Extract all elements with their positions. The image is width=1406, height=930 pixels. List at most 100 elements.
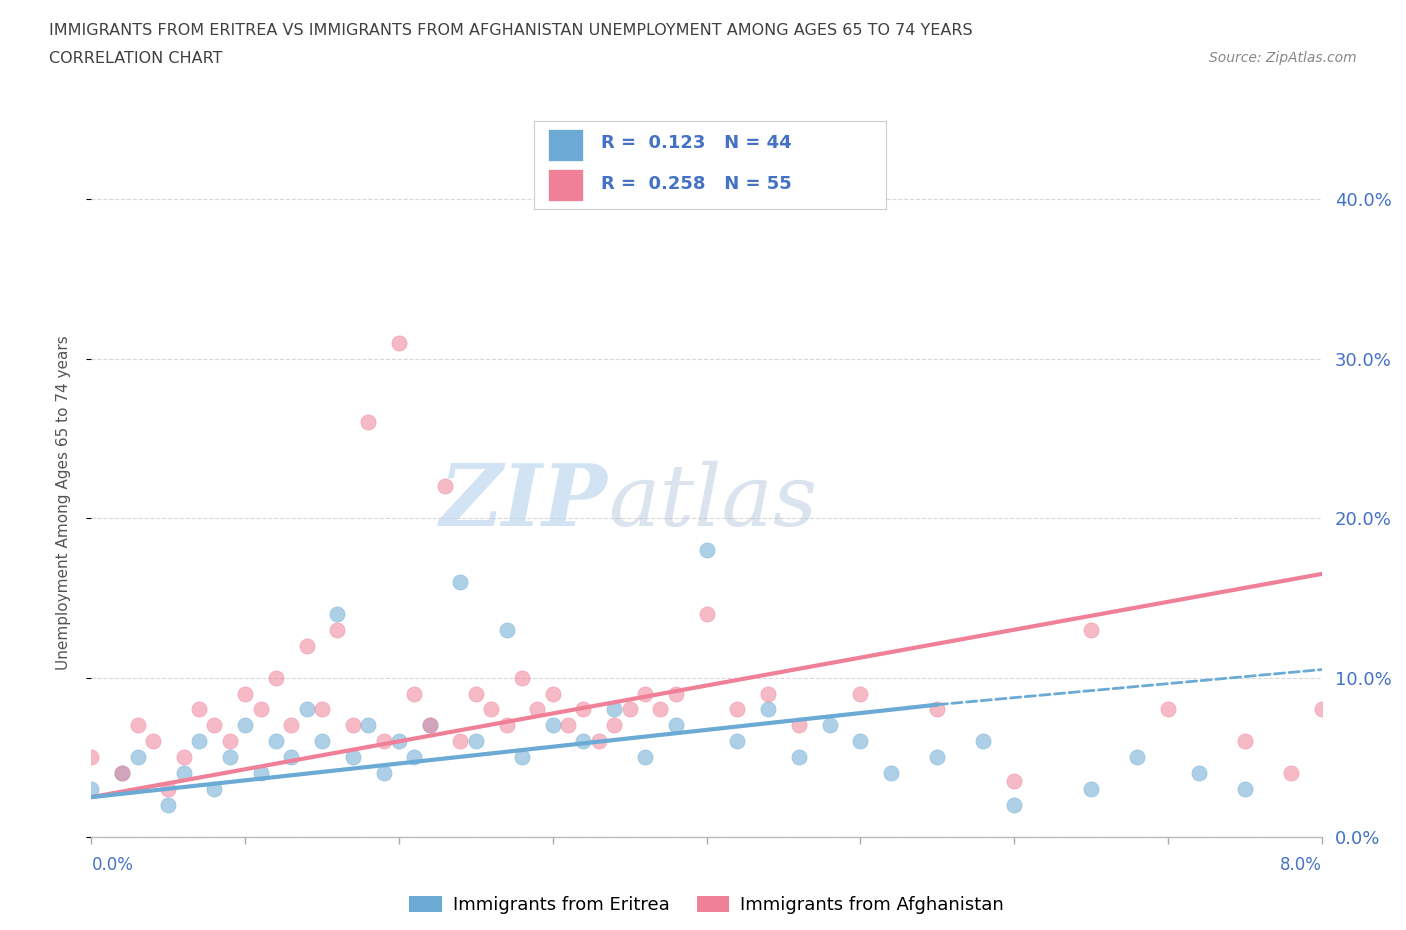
Text: IMMIGRANTS FROM ERITREA VS IMMIGRANTS FROM AFGHANISTAN UNEMPLOYMENT AMONG AGES 6: IMMIGRANTS FROM ERITREA VS IMMIGRANTS FR…: [49, 23, 973, 38]
Point: [419, 718, 441, 733]
Point: [1388, 750, 1406, 764]
Point: [326, 622, 349, 637]
Point: [880, 765, 903, 780]
Point: [449, 575, 471, 590]
Text: Source: ZipAtlas.com: Source: ZipAtlas.com: [1209, 51, 1357, 65]
Point: [264, 671, 287, 685]
Text: 0.0%: 0.0%: [91, 856, 134, 874]
Point: [1310, 702, 1333, 717]
Point: [849, 686, 872, 701]
Text: R =  0.123   N = 44: R = 0.123 N = 44: [602, 134, 792, 152]
Point: [972, 734, 994, 749]
Point: [495, 718, 517, 733]
Point: [357, 415, 380, 430]
Point: [342, 750, 364, 764]
Point: [479, 702, 502, 717]
Text: CORRELATION CHART: CORRELATION CHART: [49, 51, 222, 66]
Point: [233, 686, 256, 701]
Point: [357, 718, 380, 733]
Point: [510, 671, 533, 685]
Point: [603, 702, 626, 717]
Point: [157, 782, 180, 797]
Point: [787, 750, 810, 764]
Point: [373, 734, 395, 749]
Point: [927, 702, 949, 717]
Point: [634, 686, 657, 701]
Point: [80, 782, 103, 797]
Point: [202, 782, 225, 797]
Point: [695, 606, 717, 621]
Point: [650, 702, 672, 717]
Point: [218, 750, 240, 764]
Point: [342, 718, 364, 733]
Point: [388, 734, 411, 749]
Point: [218, 734, 240, 749]
Point: [1187, 765, 1209, 780]
Point: [202, 718, 225, 733]
Point: [1279, 765, 1302, 780]
Point: [541, 686, 564, 701]
Point: [249, 702, 271, 717]
Point: [1126, 750, 1149, 764]
Point: [725, 702, 748, 717]
Point: [619, 702, 641, 717]
Point: [188, 702, 211, 717]
Point: [849, 734, 872, 749]
Point: [557, 718, 579, 733]
Point: [280, 718, 302, 733]
Point: [1341, 718, 1364, 733]
Point: [233, 718, 256, 733]
Legend: Immigrants from Eritrea, Immigrants from Afghanistan: Immigrants from Eritrea, Immigrants from…: [402, 889, 1011, 922]
Point: [419, 718, 441, 733]
Point: [526, 702, 548, 717]
Point: [464, 686, 486, 701]
Point: [142, 734, 165, 749]
Point: [756, 702, 779, 717]
Text: 8.0%: 8.0%: [1279, 856, 1322, 874]
Point: [373, 765, 395, 780]
Text: ZIP: ZIP: [440, 460, 607, 544]
Bar: [548, 169, 583, 201]
Point: [927, 750, 949, 764]
Point: [1002, 774, 1025, 789]
Point: [127, 750, 149, 764]
Point: [665, 718, 688, 733]
Point: [80, 750, 103, 764]
Point: [510, 750, 533, 764]
Point: [127, 718, 149, 733]
Point: [295, 702, 318, 717]
Point: [111, 765, 134, 780]
Point: [311, 702, 333, 717]
Text: atlas: atlas: [607, 461, 817, 543]
Point: [541, 718, 564, 733]
Point: [603, 718, 626, 733]
Point: [173, 765, 195, 780]
Point: [572, 702, 595, 717]
Bar: [548, 129, 583, 161]
Point: [588, 734, 610, 749]
Point: [449, 734, 471, 749]
Y-axis label: Unemployment Among Ages 65 to 74 years: Unemployment Among Ages 65 to 74 years: [56, 335, 70, 670]
Point: [1080, 782, 1102, 797]
Point: [725, 734, 748, 749]
Point: [295, 638, 318, 653]
Point: [1233, 734, 1256, 749]
Point: [280, 750, 302, 764]
Point: [464, 734, 486, 749]
Point: [311, 734, 333, 749]
Point: [695, 542, 717, 557]
Point: [665, 686, 688, 701]
Point: [404, 686, 426, 701]
Point: [173, 750, 195, 764]
Point: [388, 336, 411, 351]
Point: [756, 686, 779, 701]
Point: [634, 750, 657, 764]
Point: [111, 765, 134, 780]
Point: [434, 479, 457, 494]
Point: [495, 622, 517, 637]
Point: [249, 765, 271, 780]
Point: [1002, 798, 1025, 813]
Point: [404, 750, 426, 764]
Point: [188, 734, 211, 749]
Point: [1080, 622, 1102, 637]
